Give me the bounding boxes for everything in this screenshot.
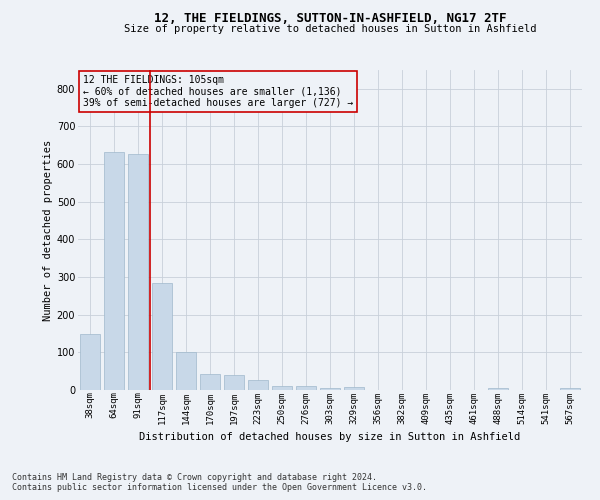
Text: Contains HM Land Registry data © Crown copyright and database right 2024.: Contains HM Land Registry data © Crown c…: [12, 472, 377, 482]
Y-axis label: Number of detached properties: Number of detached properties: [43, 140, 53, 320]
Bar: [344, 388, 364, 390]
Text: Contains public sector information licensed under the Open Government Licence v3: Contains public sector information licen…: [12, 484, 427, 492]
Bar: [488, 388, 508, 390]
Bar: [128, 154, 148, 390]
Bar: [104, 152, 124, 390]
Bar: [176, 352, 196, 390]
Text: 12, THE FIELDINGS, SUTTON-IN-ASHFIELD, NG17 2TF: 12, THE FIELDINGS, SUTTON-IN-ASHFIELD, N…: [154, 12, 506, 26]
Bar: [296, 386, 316, 390]
Bar: [560, 388, 580, 390]
Bar: [200, 374, 220, 390]
Text: Size of property relative to detached houses in Sutton in Ashfield: Size of property relative to detached ho…: [124, 24, 536, 34]
Bar: [224, 375, 244, 390]
Bar: [152, 283, 172, 390]
Bar: [320, 388, 340, 390]
Text: Distribution of detached houses by size in Sutton in Ashfield: Distribution of detached houses by size …: [139, 432, 521, 442]
Bar: [248, 380, 268, 390]
Bar: [272, 386, 292, 390]
Text: 12 THE FIELDINGS: 105sqm
← 60% of detached houses are smaller (1,136)
39% of sem: 12 THE FIELDINGS: 105sqm ← 60% of detach…: [83, 75, 353, 108]
Bar: [80, 334, 100, 390]
